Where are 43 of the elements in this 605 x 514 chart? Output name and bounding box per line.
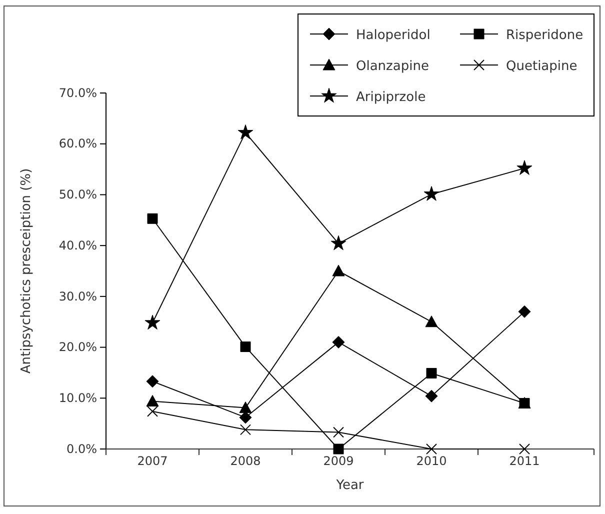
y-tick-label: 10.0% xyxy=(58,390,97,405)
y-tick-label: 30.0% xyxy=(58,289,97,304)
point xyxy=(333,426,344,438)
x-axis-title: Year xyxy=(335,478,364,493)
point xyxy=(332,264,345,276)
point xyxy=(519,444,530,454)
point xyxy=(240,342,251,352)
point xyxy=(239,411,252,424)
point xyxy=(240,424,251,436)
point xyxy=(147,213,158,224)
point xyxy=(425,390,438,402)
point xyxy=(144,314,160,330)
point xyxy=(518,305,531,318)
y-tick-label: 70.0% xyxy=(58,86,97,100)
x-tick-label: 2009 xyxy=(323,454,354,468)
point xyxy=(146,394,159,406)
legend-label: Quetiapine xyxy=(506,59,578,74)
x-tick-label: 2010 xyxy=(416,454,447,468)
x-tick-label: 2011 xyxy=(509,454,540,468)
y-axis-title: Antipsychotics presceiption (%) xyxy=(19,168,34,374)
point xyxy=(425,316,438,328)
point xyxy=(333,444,344,454)
y-tick-label: 60.0% xyxy=(58,136,97,151)
point xyxy=(239,402,252,414)
point xyxy=(426,368,437,378)
legend-label: Olanzapine xyxy=(356,59,429,74)
x-tick-label: 2007 xyxy=(137,454,168,468)
legend-label: Risperidone xyxy=(506,28,584,43)
point xyxy=(332,336,345,348)
point xyxy=(516,160,532,175)
legend-label: Aripiprzole xyxy=(356,90,426,105)
point xyxy=(146,375,159,388)
legend-label: Haloperidol xyxy=(356,28,430,43)
point xyxy=(238,124,254,140)
y-tick-label: 0.0% xyxy=(66,442,97,456)
y-tick-label: 40.0% xyxy=(58,238,97,252)
x-tick-label: 2008 xyxy=(230,454,261,468)
y-tick-label: 20.0% xyxy=(58,340,97,354)
point xyxy=(147,406,158,417)
y-tick-label: 50.0% xyxy=(58,188,97,202)
point xyxy=(424,186,440,201)
point xyxy=(330,235,346,250)
point xyxy=(426,444,437,454)
